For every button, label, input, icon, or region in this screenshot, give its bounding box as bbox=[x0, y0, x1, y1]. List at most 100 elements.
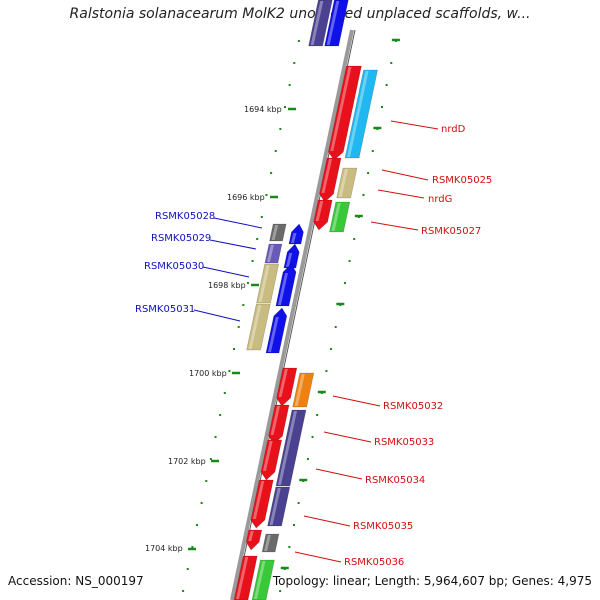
gene-rsmk05027 bbox=[313, 199, 333, 231]
ruler-dot bbox=[242, 304, 245, 306]
kbp-label: 1696 kbp bbox=[227, 193, 265, 202]
leader-line bbox=[323, 431, 372, 443]
gene-label-rsmk05035[interactable]: RSMK05035 bbox=[353, 521, 413, 532]
ruler-dot bbox=[260, 216, 263, 218]
gene-label-nrdg[interactable]: nrdG bbox=[428, 194, 452, 205]
ruler-dot bbox=[265, 194, 268, 196]
ruler-dot bbox=[196, 524, 198, 526]
gene-label-rsmk05028[interactable]: RSMK05028 bbox=[155, 211, 215, 222]
leader-line bbox=[377, 189, 425, 199]
gene-partial-top-1-shade bbox=[310, 1, 324, 45]
ruler-dot bbox=[256, 238, 259, 240]
gene-rsmk05034-shade bbox=[262, 441, 273, 471]
gene-rsmk05035-companion-shade bbox=[269, 488, 281, 525]
ruler-dot bbox=[274, 150, 277, 152]
ruler-dot bbox=[325, 370, 328, 372]
ruler-dot bbox=[284, 106, 286, 108]
ruler-dot bbox=[219, 414, 222, 416]
gene-rsmk05029 bbox=[264, 243, 283, 264]
gene-nrdd-companion bbox=[344, 69, 378, 159]
ruler-dot bbox=[311, 436, 314, 438]
gene-label-rsmk05036[interactable]: RSMK05036 bbox=[344, 557, 404, 568]
gene-label-rsmk05030[interactable]: RSMK05030 bbox=[144, 261, 204, 272]
kbp-label: 1700 kbp bbox=[189, 369, 227, 378]
kbp-label: 1702 kbp bbox=[168, 457, 206, 466]
gene-rsmk05025 bbox=[319, 157, 342, 203]
gene-rsmk05025-shade bbox=[321, 159, 333, 193]
gene-rsmk05032 bbox=[276, 367, 298, 407]
gene-rsmk05036 bbox=[245, 529, 263, 551]
scale-ruler-left bbox=[182, 40, 300, 592]
ruler-dot bbox=[306, 458, 309, 460]
ruler-dot bbox=[279, 590, 282, 592]
gene-rsmk05029-arrow-shade bbox=[285, 253, 293, 267]
ruler-dot bbox=[223, 392, 226, 394]
gene-label-rsmk05029[interactable]: RSMK05029 bbox=[151, 233, 211, 244]
gene-rsmk05034 bbox=[260, 439, 283, 481]
gene-label-rsmk05033[interactable]: RSMK05033 bbox=[374, 437, 434, 448]
gene-rsmk05033-companion-shade bbox=[278, 411, 297, 485]
gene-nrdd-shade bbox=[330, 67, 352, 151]
leader-line bbox=[202, 266, 250, 278]
ruler-dot bbox=[353, 238, 356, 240]
gene-rsmk05035 bbox=[250, 479, 274, 529]
gene-rsmk05028-shade bbox=[271, 225, 279, 240]
gene-label-rsmk05034[interactable]: RSMK05034 bbox=[365, 475, 425, 486]
gene-label-rsmk05031[interactable]: RSMK05031 bbox=[135, 304, 195, 315]
gene-rsmk05031-arrow-shade bbox=[268, 317, 279, 352]
chromosome-backbone bbox=[230, 29, 354, 600]
gene-nrdg bbox=[336, 167, 358, 199]
ruler-dot bbox=[371, 150, 374, 152]
scale-ruler-right bbox=[279, 38, 400, 592]
page-title: Ralstonia solanacearum MolK2 unordered u… bbox=[69, 6, 531, 22]
gene-label-rsmk05025[interactable]: RSMK05025 bbox=[432, 175, 492, 186]
ruler-dot bbox=[385, 84, 388, 86]
gene-rsmk05029-shade bbox=[266, 245, 274, 262]
gene-rsmk05030-shade bbox=[258, 265, 270, 302]
ruler-dot bbox=[362, 194, 365, 196]
ruler-dot bbox=[297, 502, 300, 504]
gene-partial-bottom-1-shade bbox=[236, 557, 249, 599]
gene-label-rsmk05027[interactable]: RSMK05027 bbox=[421, 226, 481, 237]
gene-rsmk05036-shade bbox=[248, 531, 254, 541]
gene-nrdd bbox=[327, 65, 362, 161]
ruler-dot bbox=[251, 260, 254, 262]
ruler-dot bbox=[214, 436, 217, 438]
ruler-dot bbox=[288, 84, 291, 86]
gene-rsmk05036-companion bbox=[261, 533, 280, 553]
kbp-label: 1698 kbp bbox=[208, 281, 246, 290]
ruler-dot bbox=[293, 62, 296, 64]
ruler-dot bbox=[381, 106, 383, 108]
kbp-label: 1694 kbp bbox=[244, 105, 282, 114]
gene-rsmk05032-shade bbox=[278, 369, 288, 397]
gene-rsmk05028-arrow-shade bbox=[290, 233, 297, 243]
ruler-dot bbox=[367, 172, 370, 174]
ruler-dot bbox=[205, 480, 208, 482]
leader-line bbox=[209, 239, 257, 250]
gene-rsmk05032-companion-shade bbox=[294, 374, 305, 406]
ruler-dot bbox=[316, 414, 319, 416]
gene-features bbox=[233, 0, 378, 600]
ruler-dot bbox=[246, 282, 249, 284]
ruler-dot bbox=[288, 546, 291, 548]
ruler-dot bbox=[348, 260, 351, 262]
gene-rsmk05030 bbox=[256, 263, 280, 304]
ruler-dot bbox=[334, 326, 337, 328]
gene-partial-top-2 bbox=[324, 0, 349, 47]
ruler-dot bbox=[209, 458, 212, 460]
gene-rsmk05032-companion bbox=[292, 372, 315, 408]
ruler-dot bbox=[200, 502, 203, 504]
ruler-dot bbox=[297, 40, 300, 42]
gene-rsmk05030-arrow-shade bbox=[277, 273, 289, 305]
gene-rsmk05036-companion-shade bbox=[264, 535, 271, 551]
ruler-dot bbox=[191, 546, 194, 548]
gene-label-rsmk05032[interactable]: RSMK05032 bbox=[383, 401, 443, 412]
leader-line bbox=[332, 395, 381, 407]
gene-label-nrdd[interactable]: nrdD bbox=[441, 124, 466, 135]
gene-rsmk05031-arrow bbox=[265, 307, 288, 354]
leader-line bbox=[381, 169, 429, 181]
ruler-dot bbox=[330, 348, 333, 350]
gene-rsmk05027-shade bbox=[315, 201, 324, 221]
